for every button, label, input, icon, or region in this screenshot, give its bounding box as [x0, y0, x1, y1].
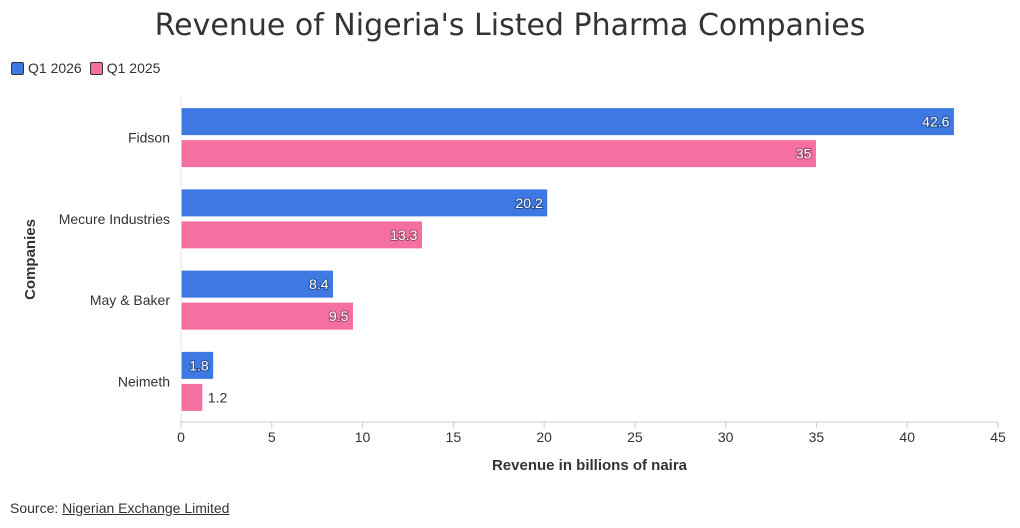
bar-series-2-1 [180, 139, 817, 169]
y-tick-label-2: Mecure Industries [59, 211, 170, 227]
x-tick-label-2: 5 [268, 429, 276, 445]
bar-series-1-4 [180, 350, 215, 380]
data-label-series-1-1: 42.6 [922, 114, 949, 130]
bar-series-2-3 [180, 301, 354, 331]
legend: Q1 2026 Q1 2025 [11, 60, 168, 76]
data-label-series-1-3: 8.4 [309, 276, 329, 292]
data-label-series-2-1: 35 [796, 146, 812, 162]
data-label-series-2-4: 1.2 [208, 389, 228, 405]
x-tick-label-6: 25 [627, 429, 643, 445]
source-note: Source: Nigerian Exchange Limited [10, 500, 229, 516]
legend-label-series-2: Q1 2025 [106, 60, 161, 76]
source-link[interactable]: Nigerian Exchange Limited [62, 500, 230, 516]
x-tick-label-8: 35 [809, 429, 825, 445]
bar-series-2-2 [180, 220, 423, 250]
source-prefix: Source: [10, 500, 63, 516]
bar-series-1-2 [180, 188, 549, 218]
data-label-series-2-2: 13.3 [390, 227, 417, 243]
bar-series-2-4 [180, 382, 204, 412]
legend-item-series-1[interactable]: Q1 2026 [11, 60, 82, 76]
x-tick-label-1: 0 [177, 429, 185, 445]
x-tick-label-10: 45 [990, 429, 1006, 445]
legend-label-series-1: Q1 2026 [28, 60, 82, 76]
x-tick-label-7: 30 [718, 429, 734, 445]
data-label-series-1-4: 1.8 [189, 357, 209, 373]
x-axis-title: Revenue in billions of naira [492, 457, 688, 474]
legend-swatch-series-2 [89, 61, 103, 75]
legend-swatch-series-1 [11, 61, 24, 75]
chart-title: Revenue of Nigeria's Listed Pharma Compa… [154, 8, 866, 43]
y-axis-title: Companies [22, 219, 39, 300]
bar-series-1-1 [180, 107, 955, 137]
y-tick-label-3: May & Baker [90, 292, 170, 308]
x-tick-label-3: 10 [355, 429, 371, 445]
x-tick-label-4: 15 [446, 429, 462, 445]
x-tick-label-9: 40 [899, 429, 915, 445]
y-tick-label-1: Fidson [128, 130, 170, 146]
bar-series-1-3 [180, 269, 335, 299]
x-tick-label-5: 20 [536, 429, 552, 445]
y-tick-label-4: Neimeth [118, 373, 170, 389]
legend-item-series-2[interactable]: Q1 2025 [89, 60, 161, 76]
data-label-series-2-3: 9.5 [329, 308, 349, 324]
data-label-series-1-2: 20.2 [515, 195, 542, 211]
